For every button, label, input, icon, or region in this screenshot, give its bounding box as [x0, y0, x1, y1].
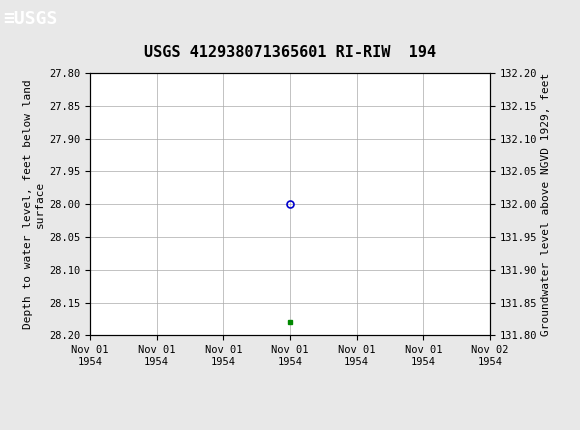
Y-axis label: Depth to water level, feet below land
surface: Depth to water level, feet below land su…	[23, 80, 45, 329]
Text: USGS 412938071365601 RI-RIW  194: USGS 412938071365601 RI-RIW 194	[144, 45, 436, 60]
Text: ≡USGS: ≡USGS	[3, 10, 57, 28]
Y-axis label: Groundwater level above NGVD 1929, feet: Groundwater level above NGVD 1929, feet	[542, 73, 552, 336]
